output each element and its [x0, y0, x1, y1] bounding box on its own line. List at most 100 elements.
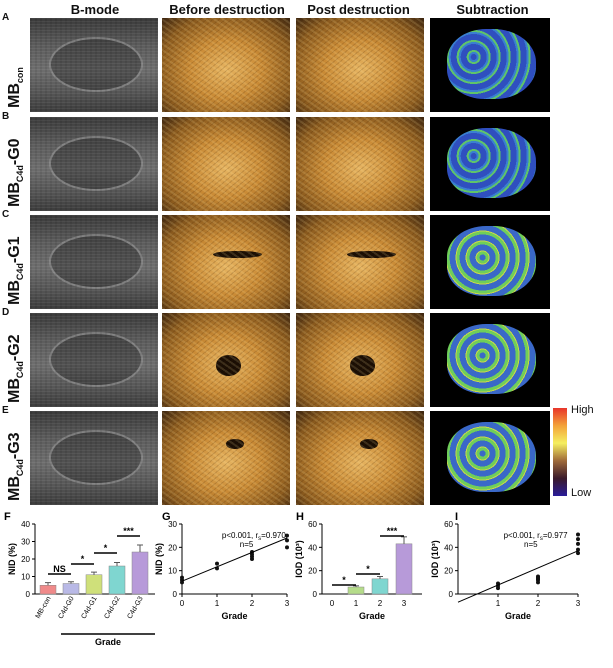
chart-i-point-8	[576, 551, 580, 556]
chart-h-sig-label-2: ***	[387, 526, 398, 536]
subtraction-image-d	[430, 313, 550, 407]
header-post-destruction: Post destruction	[307, 2, 410, 17]
chart-g-point-11	[285, 533, 289, 538]
chart-f-ytick-label-1: 10	[21, 573, 30, 582]
chart-h-xtick-label-3: 3	[402, 599, 407, 608]
before-image-d	[162, 313, 290, 407]
row-letter-e: E	[2, 405, 9, 416]
row-letter-a: A	[2, 12, 10, 23]
bmode-image-c	[30, 215, 158, 309]
chart-h-ylabel: IOD (10³)	[294, 540, 304, 578]
chart-g-ytick-label-1: 10	[168, 567, 177, 576]
header-before-destruction: Before destruction	[169, 2, 285, 17]
chart-g-point-10	[285, 538, 289, 543]
chart-i-ytick-label-2: 40	[444, 543, 453, 552]
chart-i-point-10	[576, 541, 580, 546]
chart-i-ytick-label-3: 60	[444, 520, 453, 529]
chart-g-ytick-label-3: 30	[168, 520, 177, 529]
chart-i-xtick-label-2: 3	[576, 599, 581, 608]
chart-i-annotation-line2: n=5	[524, 540, 538, 549]
colorbar-high-label: High	[571, 404, 594, 416]
row-letter-b: B	[2, 111, 10, 122]
chart-g-ylabel: NID (%)	[154, 543, 164, 575]
chart-f-xtick-label-0: MB-con	[35, 595, 53, 619]
panel-letter-i: I	[455, 511, 458, 523]
chart-h-xtick-label-1: 1	[354, 599, 359, 608]
row-letter-c: C	[2, 209, 10, 220]
chart-f-bar-3	[108, 565, 126, 595]
chart-i-xtick-label-1: 2	[536, 599, 541, 608]
colorbar-low-label: Low	[571, 487, 592, 499]
chart-f-sig-label-0: NS	[53, 564, 66, 574]
post-image-e	[296, 411, 424, 505]
chart-f-xtick-label-4: C4d-G3	[126, 595, 144, 620]
panel-letter-h: H	[296, 511, 304, 523]
chart-i-ytick-label-0: 0	[449, 590, 454, 599]
subtraction-image-b	[430, 117, 550, 211]
before-image-b	[162, 117, 290, 211]
chart-h-xtick-label-0: 0	[330, 599, 335, 608]
chart-f-ylabel: NID (%)	[7, 543, 17, 575]
chart-i-point-7	[536, 574, 540, 579]
bmode-image-b	[30, 117, 158, 211]
chart-h-ytick-label-3: 60	[308, 520, 317, 529]
bmode-image-d	[30, 313, 158, 407]
chart-f-sig-label-1: *	[81, 554, 85, 564]
chart-h-bar-2	[371, 578, 389, 595]
chart-h-ytick-label-0: 0	[313, 590, 318, 599]
chart-g-xtick-label-1: 1	[215, 599, 220, 608]
bmode-image-e	[30, 411, 158, 505]
bmode-image-a	[30, 18, 158, 112]
subtraction-image-e	[430, 411, 550, 505]
before-image-c	[162, 215, 290, 309]
chart-g-point-4	[215, 561, 219, 566]
chart-g-point-2	[180, 575, 184, 580]
chart-i-annotation-line1: p<0.001, rs=0.977	[504, 531, 568, 542]
chart-f-bar-4	[131, 551, 149, 595]
chart-h-sig-label-1: *	[366, 564, 370, 574]
panel-letter-g: G	[162, 511, 171, 523]
chart-g-xtick-label-2: 2	[250, 599, 255, 608]
post-image-a	[296, 18, 424, 112]
chart-f-sig-label-2: *	[104, 543, 108, 553]
post-image-b	[296, 117, 424, 211]
chart-h-sig-label-0: *	[342, 575, 346, 585]
row-letter-d: D	[2, 307, 10, 318]
chart-h-bar-3	[395, 543, 413, 595]
chart-h-ytick-label-1: 20	[308, 567, 317, 576]
chart-f-bar-2	[85, 574, 103, 595]
chart-g-point-9	[285, 545, 289, 550]
chart-g-annotation-line1: p<0.001, rs=0.970	[222, 531, 286, 542]
panel-letter-f: F	[4, 511, 11, 523]
chart-f-bar-1	[62, 583, 80, 595]
subtraction-image-a	[430, 18, 550, 112]
colorbar	[553, 408, 567, 496]
chart-g-annotation-line2: n=5	[240, 540, 254, 549]
before-image-a	[162, 18, 290, 112]
header-bmode: B-mode	[70, 2, 120, 17]
chart-h-xtick-label-2: 2	[378, 599, 383, 608]
subtraction-image-c	[430, 215, 550, 309]
chart-g-xtick-label-0: 0	[180, 599, 185, 608]
chart-i-xtick-label-0: 1	[496, 599, 501, 608]
chart-f-ytick-label-3: 30	[21, 538, 30, 547]
chart-h-ytick-label-2: 40	[308, 543, 317, 552]
chart-g-xlabel: Grade	[221, 611, 247, 621]
chart-h-bar-1	[347, 586, 365, 595]
chart-i-point-12	[576, 532, 580, 537]
post-image-c	[296, 215, 424, 309]
chart-f-ytick-label-4: 40	[21, 520, 30, 529]
chart-h-xlabel: Grade	[359, 611, 385, 621]
chart-i-xlabel: Grade	[505, 611, 531, 621]
chart-i-point-9	[576, 547, 580, 552]
chart-g-ytick-label-2: 20	[168, 543, 177, 552]
chart-g-ytick-label-0: 0	[173, 590, 178, 599]
chart-g-xtick-label-3: 3	[285, 599, 290, 608]
chart-i-ytick-label-1: 20	[444, 567, 453, 576]
post-image-d	[296, 313, 424, 407]
chart-f-xtick-label-1: C4d-G0	[57, 595, 75, 620]
chart-i-fit-line	[457, 550, 579, 603]
chart-i-ylabel: IOD (10³)	[430, 540, 440, 578]
chart-g-fit-line	[181, 537, 288, 582]
